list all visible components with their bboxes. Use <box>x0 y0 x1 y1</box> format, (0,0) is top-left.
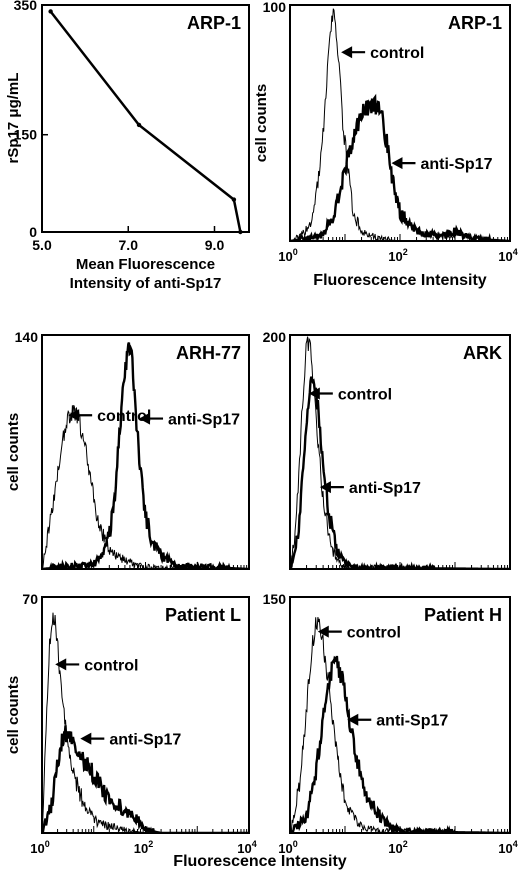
panel-1-data-point <box>136 122 142 128</box>
panel-1-x-axis-label-line1: Mean Fluorescence <box>76 256 215 273</box>
panel-6-y-max-label: 150 <box>263 591 287 607</box>
panel-1-data-point <box>231 197 237 202</box>
panel-5-y-max-label: 70 <box>22 591 38 607</box>
panel-1-x-axis-label-line2: Intensity of anti-Sp17 <box>70 275 222 292</box>
panel-2-y-max-label: 100 <box>263 0 287 15</box>
panel-4-y-max-label: 200 <box>263 329 287 345</box>
panel-4-anti-sp17-arrow-head <box>319 481 331 494</box>
panel-2-x-tick-label: 102 <box>388 247 407 264</box>
panel-5-anti-sp17-label: anti-Sp17 <box>109 732 181 749</box>
panel-3-anti-sp17-histogram <box>42 342 249 569</box>
panel-2-control-histogram <box>290 8 510 241</box>
panel-2-control-label: control <box>370 45 424 62</box>
panel-5-title: Patient L <box>165 605 241 625</box>
panel-2-anti-sp17-label: anti-Sp17 <box>420 156 492 173</box>
panel-6-anti-sp17-arrow-head <box>347 713 359 726</box>
panel-5-x-tick-label: 100 <box>30 839 49 856</box>
panel-1-y-tick-label: 350 <box>14 0 38 13</box>
panel-6-control-label: control <box>347 625 401 642</box>
panel-3-frame <box>41 334 250 570</box>
panel-6-x-tick-label: 102 <box>388 839 407 856</box>
panel-2-x-tick-label: 104 <box>498 247 517 264</box>
panel-3-y-max-label: 140 <box>15 329 39 345</box>
panel-3-anti-sp17-arrow-head <box>139 412 151 425</box>
panel-5-x-tick-label: 102 <box>134 839 153 856</box>
panel-6-anti-sp17-histogram <box>290 655 510 833</box>
panel-3-anti-sp17-label: anti-Sp17 <box>168 412 240 429</box>
panel-4-control-arrow-head <box>308 387 320 400</box>
panel-5-control-label: control <box>84 657 138 674</box>
panel-1-x-tick-label: 9.0 <box>205 237 225 253</box>
panel-1-data-point <box>238 229 243 235</box>
panel-2-control-arrow-head <box>341 46 353 59</box>
panel-3-title: ARH-77 <box>176 343 241 363</box>
panel-2-x-axis-label: Fluorescence Intensity <box>313 272 486 289</box>
panel-5-control-histogram <box>42 612 249 833</box>
panel-5-control-arrow-head <box>55 658 67 671</box>
panel-4-anti-sp17-histogram <box>290 376 510 569</box>
panel-1-x-tick-label: 7.0 <box>119 237 139 253</box>
panel-3-control-arrow-head <box>68 409 80 422</box>
panel-6-title: Patient H <box>424 605 502 625</box>
panel-4-control-label: control <box>338 387 392 404</box>
bottom-x-axis-label: Fluorescence Intensity <box>173 853 346 870</box>
panel-1-title: ARP-1 <box>187 13 241 33</box>
panel-2-anti-sp17-arrow-head <box>391 157 403 170</box>
panel-3-control-label: control <box>97 408 151 425</box>
panel-6-control-arrow-head <box>317 625 329 638</box>
panel-1-y-tick-label: 0 <box>29 224 37 240</box>
panel-5-y-axis-label: cell counts <box>5 676 22 754</box>
panel-6-anti-sp17-label: anti-Sp17 <box>376 713 448 730</box>
panel-1-data-point <box>48 9 53 14</box>
panel-1-y-tick-label: 150 <box>14 127 38 143</box>
panel-5-frame <box>41 596 250 834</box>
panel-2-x-tick-label: 100 <box>278 247 297 264</box>
panel-1-frame <box>41 4 250 233</box>
panel-6-x-tick-label: 104 <box>498 839 517 856</box>
panel-2-anti-sp17-histogram <box>290 93 510 241</box>
panel-3-y-axis-label: cell counts <box>5 413 22 491</box>
panel-1-series-line <box>49 10 242 233</box>
panel-5-anti-sp17-histogram <box>42 725 249 833</box>
panel-5-anti-sp17-arrow-head <box>80 732 92 745</box>
panel-1-y-axis-label: rSp17 μg/mL <box>5 73 22 164</box>
panel-2-title: ARP-1 <box>448 13 502 33</box>
panel-1-x-tick-label: 5.0 <box>32 237 52 253</box>
panel-4-anti-sp17-label: anti-Sp17 <box>349 480 421 497</box>
panel-3-control-histogram <box>42 405 249 569</box>
panel-4-title: ARK <box>463 343 502 363</box>
panel-2-y-axis-label: cell counts <box>253 84 270 162</box>
